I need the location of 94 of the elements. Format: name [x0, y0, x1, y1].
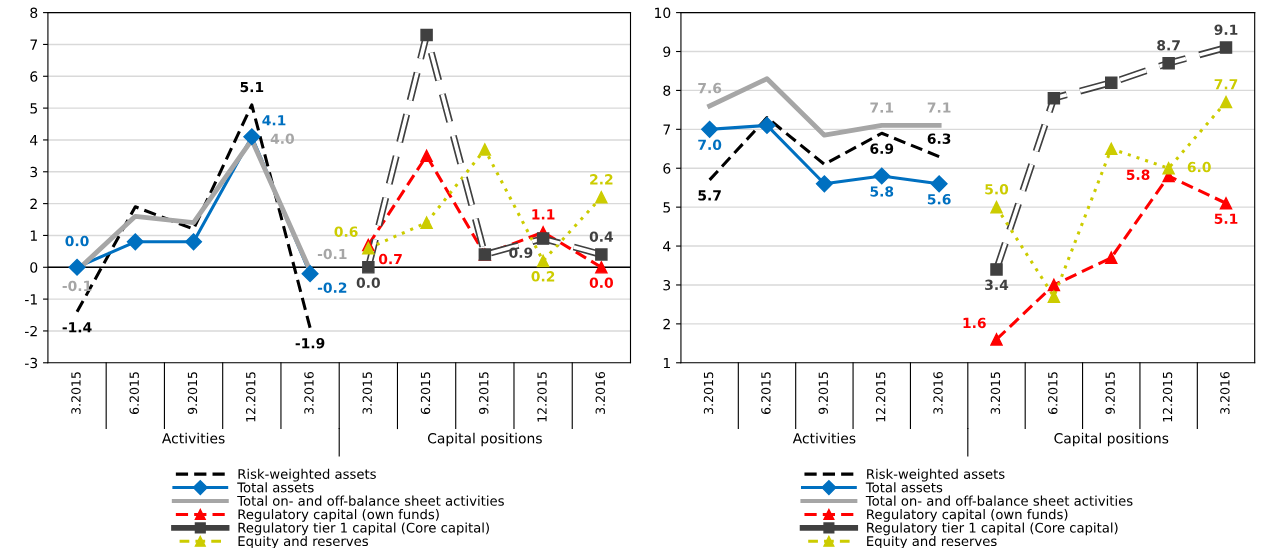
- y-tick-label: 4: [663, 241, 671, 252]
- data-label: -0.1: [62, 280, 92, 292]
- y-tick-label: 5: [30, 103, 37, 114]
- legend-label: Regulatory tier 1 capital (Core capital): [238, 522, 489, 536]
- data-label: 0.0: [65, 235, 89, 247]
- x-tick-label: 6.2015: [1048, 372, 1058, 414]
- y-tick-label: 1: [30, 230, 37, 241]
- data-label: 0.7: [378, 253, 402, 265]
- y-tick-label: -2: [25, 325, 37, 337]
- y-tick-label: 2: [30, 198, 37, 209]
- x-tick-label: 3.2016: [1220, 371, 1230, 414]
- y-tick-label: 4: [30, 135, 38, 146]
- y-tick-label: 8: [30, 7, 38, 19]
- legend-label: Risk-weighted assets: [238, 468, 376, 482]
- data-label: 6.0: [1187, 161, 1211, 173]
- data-label: 1.1: [532, 209, 555, 220]
- y-tick-label: 7: [30, 39, 38, 50]
- legend-label: Total on- and off-balance sheet activities: [865, 495, 1133, 506]
- y-tick-label: 6: [30, 71, 38, 82]
- y-tick-label: -1: [25, 294, 37, 305]
- x-tick-label: 3.2016: [304, 371, 314, 414]
- data-label: 0.9: [509, 247, 533, 258]
- legend-label: Regulatory capital (own funds): [867, 509, 1068, 522]
- data-label: 7.1: [870, 102, 894, 113]
- y-tick-label: -3: [25, 357, 38, 369]
- x-tick-label: 3.2016: [595, 371, 605, 414]
- legend-label: Risk-weighted assets: [867, 468, 1005, 482]
- x-tick-label: 3.2015: [362, 372, 372, 414]
- data-label: -0.1: [317, 248, 347, 260]
- y-tick-label: 3: [30, 166, 38, 178]
- data-label: 3.4: [985, 279, 1009, 291]
- data-label: 5.8: [1126, 169, 1150, 181]
- y-tick-label: 3: [663, 279, 671, 291]
- data-label: 5.6: [927, 194, 951, 205]
- x-tick-label: 12.2015: [875, 372, 886, 422]
- text: Activities: [161, 432, 225, 444]
- y-tick-label: 6: [663, 163, 671, 174]
- x-tick-label: 9.2015: [818, 372, 829, 415]
- data-label: 5.1: [1214, 213, 1238, 224]
- x-tick-label: 6.2015: [761, 372, 771, 414]
- x-tick-label: 6.2015: [420, 372, 431, 414]
- y-tick-label: 1: [663, 357, 670, 369]
- data-label: 7.7: [1214, 79, 1238, 90]
- data-label: 0.2: [531, 271, 555, 282]
- data-label: 5.1: [240, 81, 264, 93]
- x-tick-label: 3.2015: [71, 372, 81, 414]
- y-tick-label: 10: [655, 7, 671, 19]
- y-tick-label: 5: [663, 202, 670, 213]
- data-label: 5.0: [985, 184, 1009, 195]
- data-label: 0.0: [589, 277, 614, 288]
- y-tick-label: 2: [663, 318, 670, 330]
- text: Activities: [792, 432, 856, 444]
- data-label: 5.8: [870, 186, 894, 197]
- legend-label: Equity and reserves: [867, 535, 997, 548]
- x-tick-label: 6.2015: [129, 372, 139, 414]
- data-label: 8.7: [1157, 40, 1180, 51]
- data-label: 6.3: [927, 133, 951, 144]
- data-label: 0.0: [356, 277, 380, 288]
- y-tick-label: 0: [30, 262, 38, 273]
- data-label: 4.1: [262, 115, 286, 126]
- data-label: 6.9: [870, 143, 894, 154]
- data-label: 5.7: [698, 190, 721, 201]
- data-label: 7.0: [698, 139, 722, 151]
- y-tick-label: 7: [663, 124, 671, 135]
- x-tick-label: 3.2015: [703, 372, 714, 414]
- x-tick-label: 12.2015: [1162, 372, 1173, 422]
- x-tick-label: 3.2015: [990, 372, 1001, 414]
- x-tick-label: 12.2015: [245, 372, 256, 422]
- data-label: 7.6: [698, 82, 722, 94]
- legend-label: Total assets: [237, 482, 314, 493]
- x-tick-label: 9.2015: [1105, 372, 1115, 415]
- data-label: 7.1: [927, 102, 951, 113]
- legend-label: Total on- and off-balance sheet activities: [237, 495, 504, 506]
- data-label: 2.2: [590, 174, 613, 185]
- data-label: 0.4: [589, 231, 614, 242]
- y-tick-label: 9: [663, 46, 671, 57]
- data-label: -1.4: [62, 322, 92, 333]
- data-label: -0.2: [317, 282, 347, 293]
- text: Capital positions: [1054, 432, 1169, 447]
- text: Capital positions: [427, 432, 542, 447]
- legend-label: Total assets: [865, 482, 943, 493]
- x-tick-label: 9.2015: [479, 372, 489, 415]
- legend-label: Regulatory capital (own funds): [238, 509, 439, 522]
- data-label: 4.0: [270, 133, 295, 144]
- x-tick-label: 9.2015: [187, 372, 198, 415]
- legend-label: Regulatory tier 1 capital (Core capital): [867, 522, 1118, 536]
- x-tick-label: 12.2015: [537, 372, 547, 422]
- data-label: 1.6: [963, 317, 986, 329]
- data-label: 0.6: [334, 226, 358, 237]
- y-tick-label: 8: [663, 85, 671, 96]
- data-label: -1.9: [295, 337, 325, 349]
- x-tick-label: 3.2016: [933, 371, 943, 414]
- legend-label: Equity and reserves: [238, 535, 368, 548]
- data-label: 9.1: [1214, 24, 1238, 35]
